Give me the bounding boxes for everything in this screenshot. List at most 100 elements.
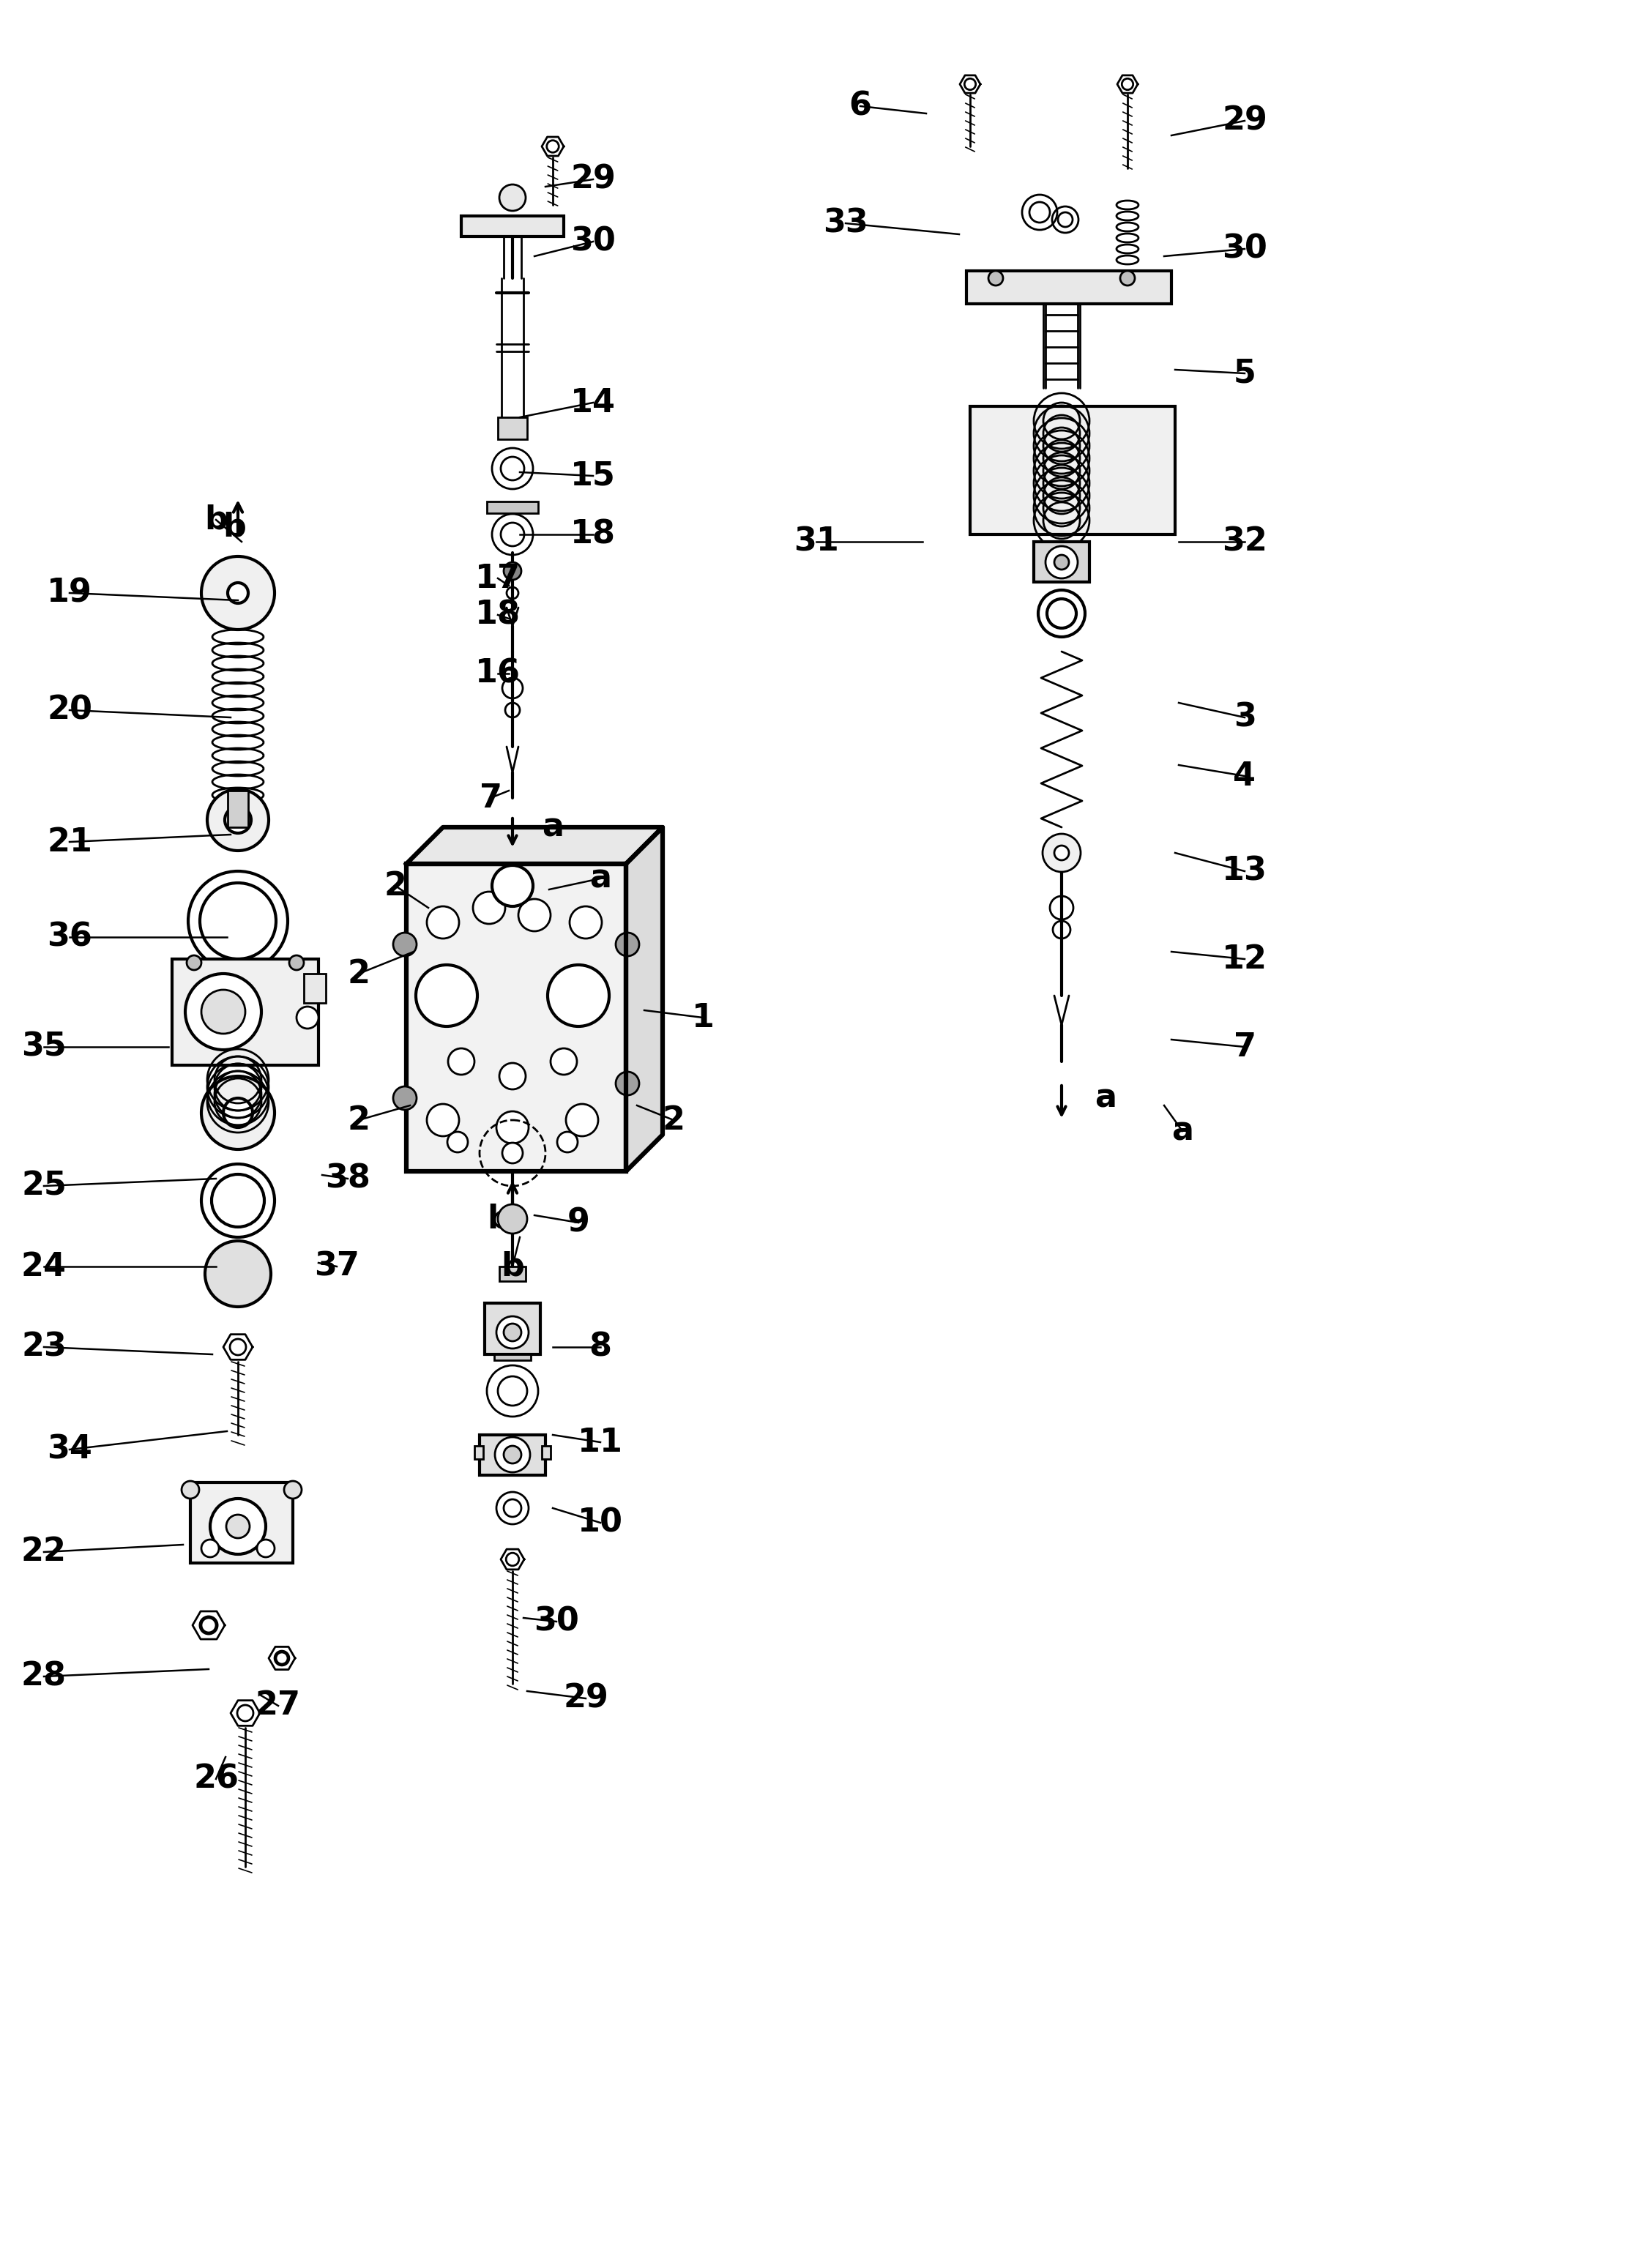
Circle shape [202,1540,218,1558]
Circle shape [417,964,477,1027]
Text: 31: 31 [794,526,840,558]
Circle shape [1043,835,1081,871]
Circle shape [1055,846,1069,860]
Text: 11: 11 [577,1427,623,1458]
Circle shape [497,1111,528,1143]
Bar [499,1266,526,1281]
Text: 2: 2 [663,1105,686,1136]
Bar [407,864,626,1170]
Text: b: b [487,1204,510,1234]
Text: 17: 17 [476,562,520,594]
Text: 24: 24 [21,1250,67,1281]
Text: 26: 26 [194,1762,239,1794]
Text: 18: 18 [476,599,520,631]
Circle shape [426,907,459,939]
Bar [971,406,1176,535]
Text: 20: 20 [48,694,92,726]
Text: 29: 29 [1222,104,1268,136]
Bar [966,270,1171,304]
Text: 6: 6 [850,91,871,122]
Text: 5: 5 [1233,358,1256,390]
Circle shape [499,184,526,211]
Text: a: a [1171,1116,1194,1148]
Circle shape [472,891,505,923]
Circle shape [202,989,246,1034]
Text: 1: 1 [692,1002,713,1034]
Text: a: a [541,812,564,844]
Text: 34: 34 [48,1433,92,1465]
Text: 10: 10 [577,1506,623,1538]
Text: 19: 19 [48,578,92,608]
Text: 4: 4 [1233,760,1256,792]
Text: 36: 36 [48,921,92,953]
Circle shape [615,1073,640,1095]
Text: 27: 27 [256,1690,300,1721]
Circle shape [615,932,640,957]
Circle shape [499,1064,526,1089]
Bar [172,959,318,1066]
Text: a: a [1094,1082,1117,1114]
Circle shape [284,1481,302,1499]
Text: 30: 30 [1222,234,1268,265]
Circle shape [226,1515,249,1538]
Circle shape [503,1325,522,1340]
Circle shape [499,1204,526,1234]
Circle shape [187,955,202,971]
Circle shape [289,955,303,971]
Text: 21: 21 [48,826,92,857]
Text: 8: 8 [589,1331,612,1363]
Circle shape [518,898,551,932]
Bar [541,1447,551,1458]
Text: 33: 33 [823,209,868,238]
Text: b: b [205,503,228,535]
Circle shape [207,789,269,850]
Circle shape [426,1105,459,1136]
Text: b: b [223,510,246,542]
Circle shape [1055,556,1069,569]
Text: 38: 38 [325,1163,371,1195]
Circle shape [558,1132,577,1152]
Text: 13: 13 [1222,855,1268,887]
Text: 14: 14 [571,388,615,417]
Circle shape [448,1132,467,1152]
Text: 16: 16 [476,658,520,689]
Text: 35: 35 [21,1032,67,1064]
Circle shape [223,1098,253,1127]
Circle shape [1046,547,1077,578]
Polygon shape [407,828,663,864]
Circle shape [497,1315,528,1349]
Circle shape [185,973,261,1050]
Circle shape [202,556,274,631]
Text: 12: 12 [1222,943,1268,975]
Text: 7: 7 [1233,1032,1256,1064]
Circle shape [566,1105,599,1136]
Circle shape [492,866,533,907]
Text: 15: 15 [571,460,615,492]
Circle shape [210,1499,266,1554]
Text: 32: 32 [1222,526,1268,558]
Bar [228,792,248,828]
Bar [303,973,326,1002]
Text: 2: 2 [348,1105,371,1136]
Text: 37: 37 [315,1250,359,1281]
Text: 25: 25 [21,1170,67,1202]
Circle shape [225,807,251,832]
Circle shape [182,1481,198,1499]
Text: 29: 29 [563,1683,608,1715]
Text: 7: 7 [479,782,502,814]
Circle shape [394,1086,417,1109]
Text: 23: 23 [21,1331,67,1363]
Circle shape [1120,270,1135,286]
Circle shape [569,907,602,939]
Text: 30: 30 [533,1606,579,1637]
Circle shape [551,1048,577,1075]
Text: b: b [500,1250,525,1281]
Bar [479,1436,546,1474]
Circle shape [503,562,522,581]
Bar [499,417,526,440]
Text: 9: 9 [567,1207,590,1238]
Circle shape [989,270,1004,286]
Circle shape [202,1075,274,1150]
Polygon shape [626,828,663,1170]
Circle shape [448,1048,474,1075]
